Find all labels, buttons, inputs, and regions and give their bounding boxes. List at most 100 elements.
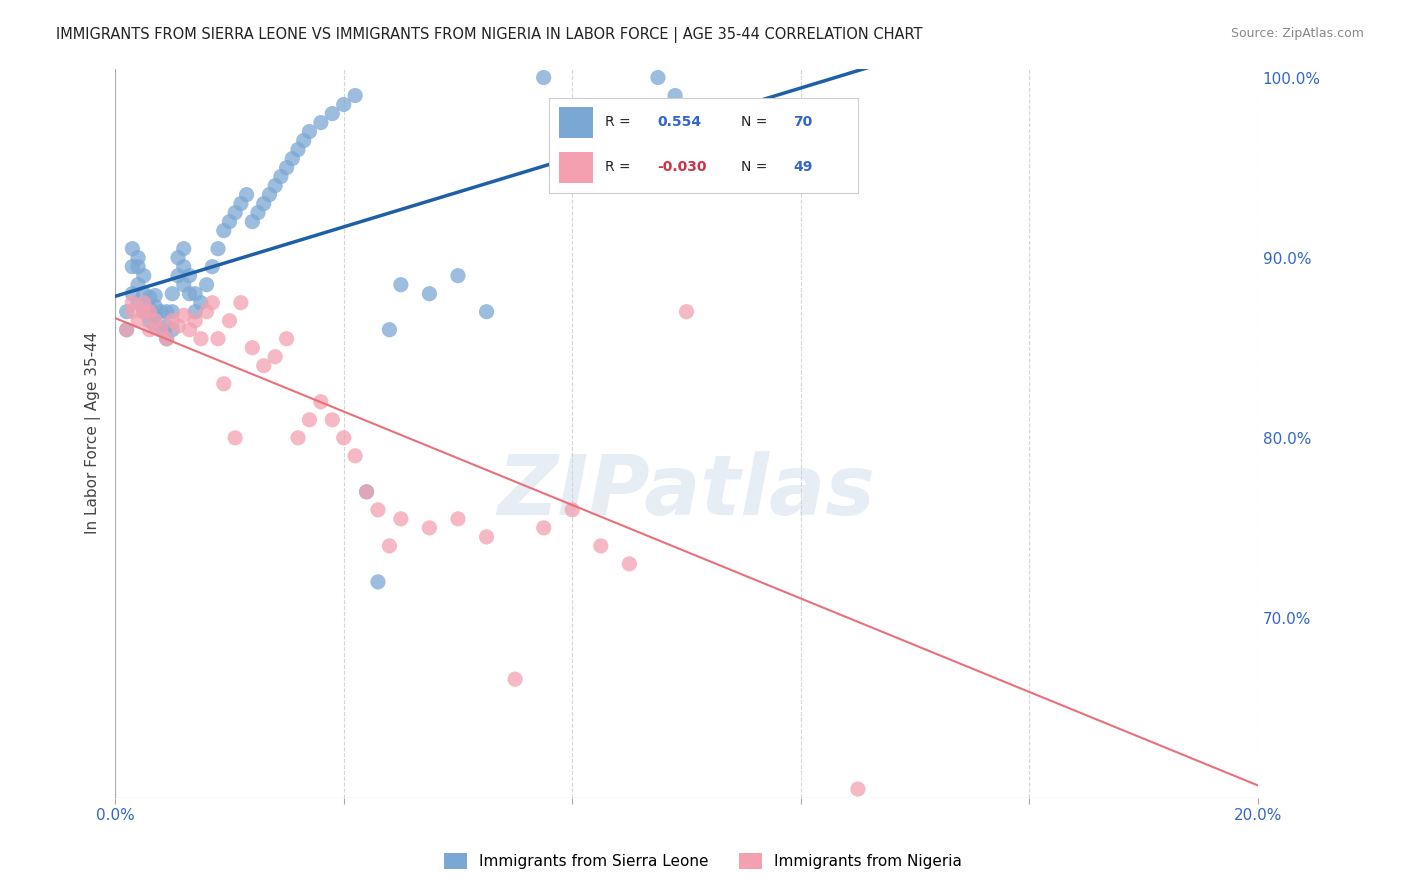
Point bbox=[149, 304, 172, 318]
Point bbox=[167, 251, 190, 265]
Point bbox=[201, 260, 224, 274]
Point bbox=[647, 70, 669, 85]
Point bbox=[207, 332, 229, 346]
Point bbox=[253, 359, 276, 373]
Point bbox=[561, 503, 583, 517]
Point bbox=[138, 290, 160, 304]
Point bbox=[235, 187, 257, 202]
Point bbox=[281, 152, 304, 166]
Point bbox=[115, 304, 138, 318]
Point bbox=[184, 304, 207, 318]
Point bbox=[138, 314, 160, 328]
Point bbox=[264, 178, 287, 193]
Point bbox=[276, 332, 298, 346]
Point bbox=[332, 97, 354, 112]
Text: IMMIGRANTS FROM SIERRA LEONE VS IMMIGRANTS FROM NIGERIA IN LABOR FORCE | AGE 35-: IMMIGRANTS FROM SIERRA LEONE VS IMMIGRAN… bbox=[56, 27, 922, 43]
Point bbox=[121, 304, 143, 318]
Point bbox=[132, 295, 155, 310]
Point bbox=[201, 295, 224, 310]
Point bbox=[664, 88, 686, 103]
Point bbox=[292, 134, 315, 148]
Point bbox=[190, 332, 212, 346]
Point bbox=[589, 539, 612, 553]
Point bbox=[184, 286, 207, 301]
Point bbox=[173, 277, 195, 292]
Point bbox=[389, 277, 412, 292]
Point bbox=[287, 431, 309, 445]
Point bbox=[321, 413, 343, 427]
Point bbox=[132, 286, 155, 301]
Point bbox=[378, 539, 401, 553]
Point bbox=[162, 304, 184, 318]
Point bbox=[367, 574, 389, 589]
Point bbox=[162, 286, 184, 301]
Point bbox=[846, 782, 869, 797]
Point bbox=[212, 376, 235, 391]
Point bbox=[179, 268, 201, 283]
Point bbox=[276, 161, 298, 175]
Point bbox=[675, 304, 697, 318]
Point bbox=[298, 413, 321, 427]
Point bbox=[121, 242, 143, 256]
Point bbox=[173, 242, 195, 256]
Point bbox=[247, 205, 270, 219]
Point bbox=[212, 224, 235, 238]
Point bbox=[475, 304, 498, 318]
Point bbox=[378, 323, 401, 337]
Point bbox=[332, 431, 354, 445]
Point bbox=[155, 304, 177, 318]
Point bbox=[240, 214, 263, 228]
Point bbox=[127, 277, 149, 292]
Point bbox=[155, 319, 177, 334]
Point bbox=[173, 308, 195, 322]
Point bbox=[127, 251, 149, 265]
Point bbox=[503, 672, 526, 686]
Point bbox=[138, 323, 160, 337]
Point bbox=[179, 323, 201, 337]
Point bbox=[143, 308, 166, 322]
Point bbox=[173, 260, 195, 274]
Y-axis label: In Labor Force | Age 35-44: In Labor Force | Age 35-44 bbox=[86, 332, 101, 534]
Point bbox=[218, 214, 240, 228]
Point bbox=[149, 323, 172, 337]
Point bbox=[356, 484, 378, 499]
Point bbox=[224, 205, 246, 219]
Point bbox=[344, 88, 367, 103]
Point bbox=[309, 394, 332, 409]
Point bbox=[132, 304, 155, 318]
Point bbox=[155, 332, 177, 346]
Point bbox=[138, 301, 160, 315]
Point bbox=[218, 314, 240, 328]
Point bbox=[418, 521, 440, 535]
Point bbox=[167, 319, 190, 334]
Text: ZIPatlas: ZIPatlas bbox=[498, 451, 876, 533]
Point bbox=[389, 512, 412, 526]
Point bbox=[143, 288, 166, 302]
Point bbox=[195, 304, 218, 318]
Point bbox=[344, 449, 367, 463]
Point bbox=[179, 286, 201, 301]
Point bbox=[287, 143, 309, 157]
Point bbox=[229, 295, 252, 310]
Point bbox=[121, 260, 143, 274]
Point bbox=[155, 332, 177, 346]
Point bbox=[447, 512, 470, 526]
Legend: Immigrants from Sierra Leone, Immigrants from Nigeria: Immigrants from Sierra Leone, Immigrants… bbox=[437, 847, 969, 875]
Point bbox=[619, 557, 641, 571]
Point bbox=[229, 196, 252, 211]
Point bbox=[321, 106, 343, 120]
Point bbox=[149, 323, 172, 337]
Point bbox=[418, 286, 440, 301]
Point bbox=[298, 124, 321, 138]
Point bbox=[533, 70, 555, 85]
Point bbox=[143, 314, 166, 328]
Point bbox=[309, 115, 332, 129]
Point bbox=[162, 323, 184, 337]
Point bbox=[240, 341, 263, 355]
Point bbox=[253, 196, 276, 211]
Point bbox=[162, 314, 184, 328]
Point bbox=[138, 304, 160, 318]
Point bbox=[143, 299, 166, 313]
Point bbox=[115, 323, 138, 337]
Point bbox=[127, 314, 149, 328]
